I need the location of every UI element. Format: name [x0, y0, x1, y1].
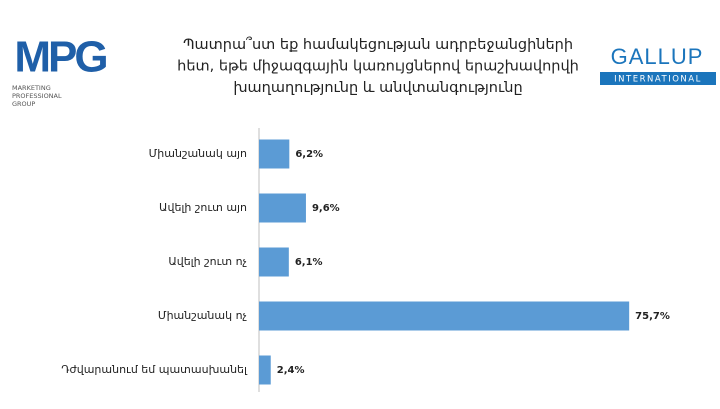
- bar: [259, 355, 271, 385]
- gallup-band: [600, 72, 716, 85]
- chart-title: հետ, եթե միջազգային կառույցներով երաշխավ…: [177, 59, 579, 75]
- category-label: Դժվարանում եմ պատասխանել: [61, 363, 248, 376]
- bar: [259, 247, 289, 277]
- bar: [259, 193, 306, 223]
- gallup-logo: GALLUP: [611, 44, 704, 69]
- chart-title: խաղաղությունը և անվտանգությունը: [233, 80, 522, 96]
- category-label: Ավելի շուտ այո: [159, 201, 247, 214]
- category-label: Միանշանակ ոչ: [158, 309, 248, 322]
- mpg-sub: PROFESSIONAL: [12, 92, 62, 100]
- value-label: 75,7%: [635, 311, 670, 322]
- value-label: 6,2%: [295, 149, 323, 160]
- value-label: 6,1%: [295, 257, 323, 268]
- value-label: 9,6%: [312, 203, 340, 214]
- mpg-sub: GROUP: [12, 100, 35, 108]
- chart-title: Պատրա՞ստ եք համակեցության ադրբեջանցիների: [183, 36, 573, 53]
- mpg-sub: MARKETING: [12, 84, 51, 92]
- mpg-logo: MPG: [14, 33, 106, 82]
- value-label: 2,4%: [277, 365, 305, 376]
- category-label: Միանշանակ այո: [149, 147, 247, 160]
- gallup-sub: INTERNATIONAL: [614, 75, 702, 85]
- category-label: Ավելի շուտ ոչ: [168, 255, 247, 268]
- bar: [259, 139, 290, 169]
- bar: [259, 301, 630, 331]
